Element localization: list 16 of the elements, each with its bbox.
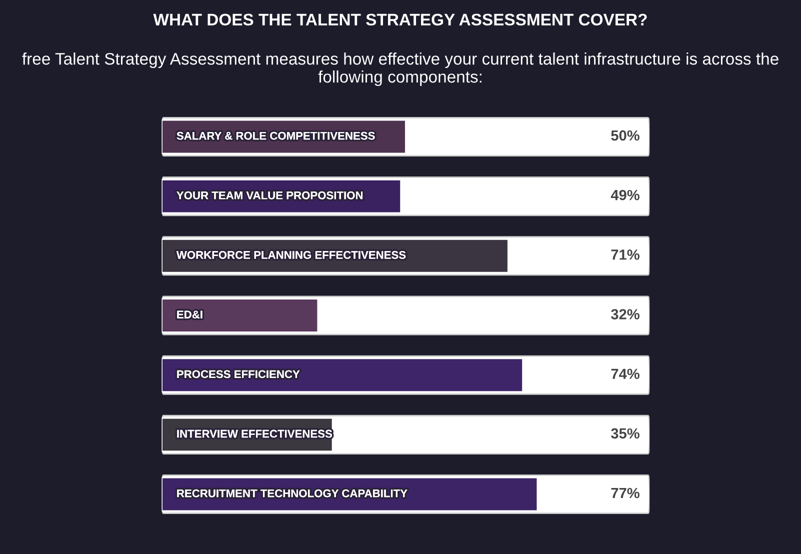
data-label: 71% <box>611 250 640 260</box>
y-tick-label: RECRUITMENT TECHNOLOGY CAPABILITY <box>177 489 408 498</box>
data-label: 49% <box>610 190 640 200</box>
y-tick-label: SALARY & ROLE COMPETITIVENESS <box>176 132 375 140</box>
y-tick-label: WORKFORCE PLANNING EFFECTIVENESS <box>176 251 406 259</box>
chart-subtitle: free Talent Strategy Assessment measures how effective your current talent infrastructure is across the following components: <box>22 52 778 86</box>
data-label: 77% <box>611 488 640 498</box>
data-label: 50% <box>611 130 640 141</box>
chart-title: WHAT DOES THE TALENT STRATEGY ASSESSMENT COVER? <box>153 14 647 26</box>
y-tick-label: YOUR TEAM VALUE PROPOSITION <box>176 191 363 200</box>
data-label: 32% <box>611 309 640 320</box>
y-tick-label: PROCESS EFFICIENCY <box>177 370 300 378</box>
data-label: 35% <box>611 428 640 439</box>
y-tick-label: INTERVIEW EFFECTIVENESS <box>177 430 332 438</box>
y-tick-label: ED&I <box>177 310 202 318</box>
data-label: 74% <box>611 368 640 379</box>
